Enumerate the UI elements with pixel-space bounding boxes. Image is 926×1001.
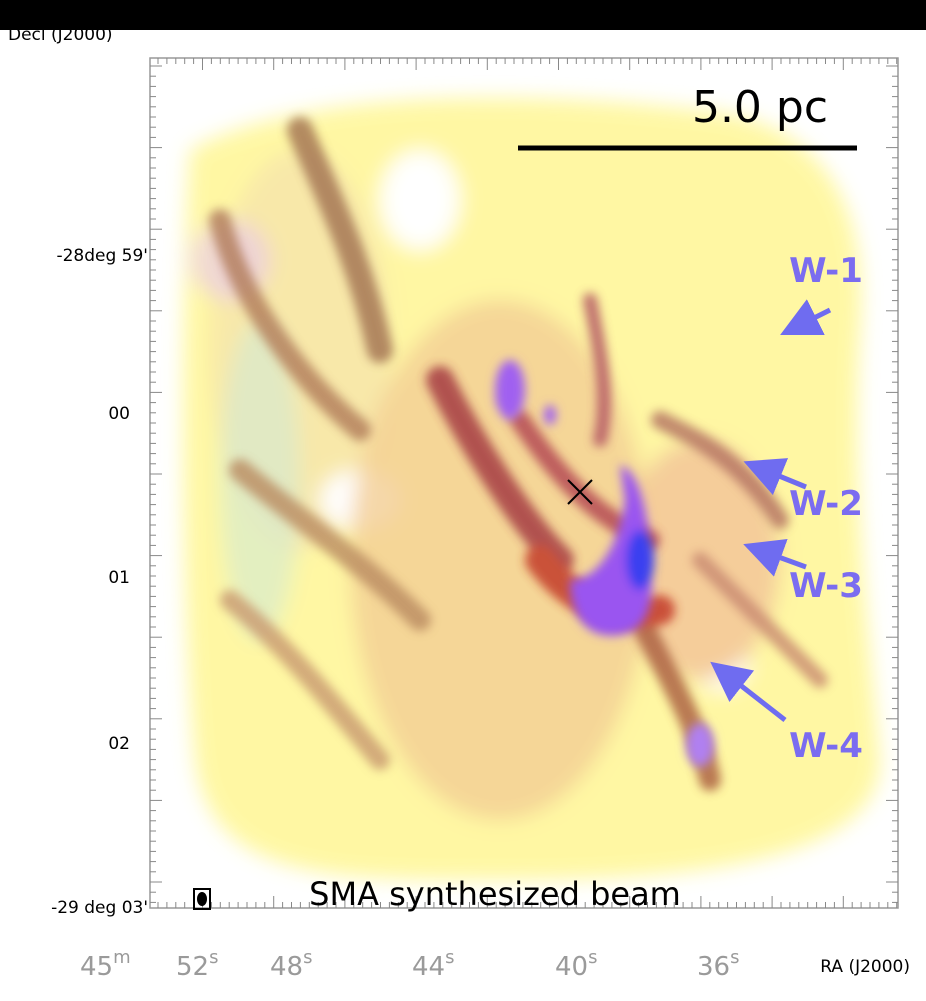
plot-frame [149, 57, 899, 909]
x-tick-number: 52 [176, 952, 209, 982]
x-tick-label: 44s [412, 947, 454, 982]
feature-arrows [710, 299, 832, 722]
scale-bar-label: 5.0 pc [692, 82, 828, 133]
x-tick-unit: s [445, 947, 454, 968]
y-tick-label: 02 [108, 734, 130, 754]
feature-label: W-2 [789, 484, 863, 524]
y-axis-label: Decl (J2000) [8, 25, 113, 45]
y-tick-label: -29 deg 03' [51, 898, 148, 918]
x-tick-number: 45 [80, 952, 113, 982]
x-tick-label: 36s [697, 947, 739, 982]
x-tick-number: 36 [697, 952, 730, 982]
feature-label: W-3 [789, 566, 863, 606]
beam-box [193, 888, 211, 910]
sky-image [150, 58, 898, 908]
y-tick-label: 00 [108, 404, 130, 424]
x-tick-unit: s [588, 947, 597, 968]
x-tick-unit: s [730, 947, 739, 968]
y-tick-label: -28deg 59' [56, 246, 148, 266]
x-tick-unit: s [209, 947, 218, 968]
x-tick-label: 45m [80, 947, 131, 982]
arrow [743, 539, 807, 577]
feature-label: W-1 [789, 251, 863, 291]
x-tick-label: 48s [270, 947, 312, 982]
x-tick-unit: s [303, 947, 312, 968]
arrow [780, 299, 832, 335]
x-tick-number: 48 [270, 952, 303, 982]
x-tick-label: 52s [176, 947, 218, 982]
x-tick-label: 40s [555, 947, 597, 982]
x-tick-number: 44 [412, 952, 445, 982]
arrow [710, 661, 787, 722]
x-axis-label: RA (J2000) [820, 957, 910, 977]
frame-ticks [150, 58, 898, 908]
center-cross [567, 479, 593, 505]
beam-label: SMA synthesized beam [309, 875, 681, 913]
feature-label: W-4 [789, 726, 863, 766]
x-tick-number: 40 [555, 952, 588, 982]
arrow [743, 458, 807, 496]
beam [197, 892, 207, 906]
y-tick-label: 01 [108, 568, 130, 588]
x-tick-unit: m [113, 947, 131, 968]
